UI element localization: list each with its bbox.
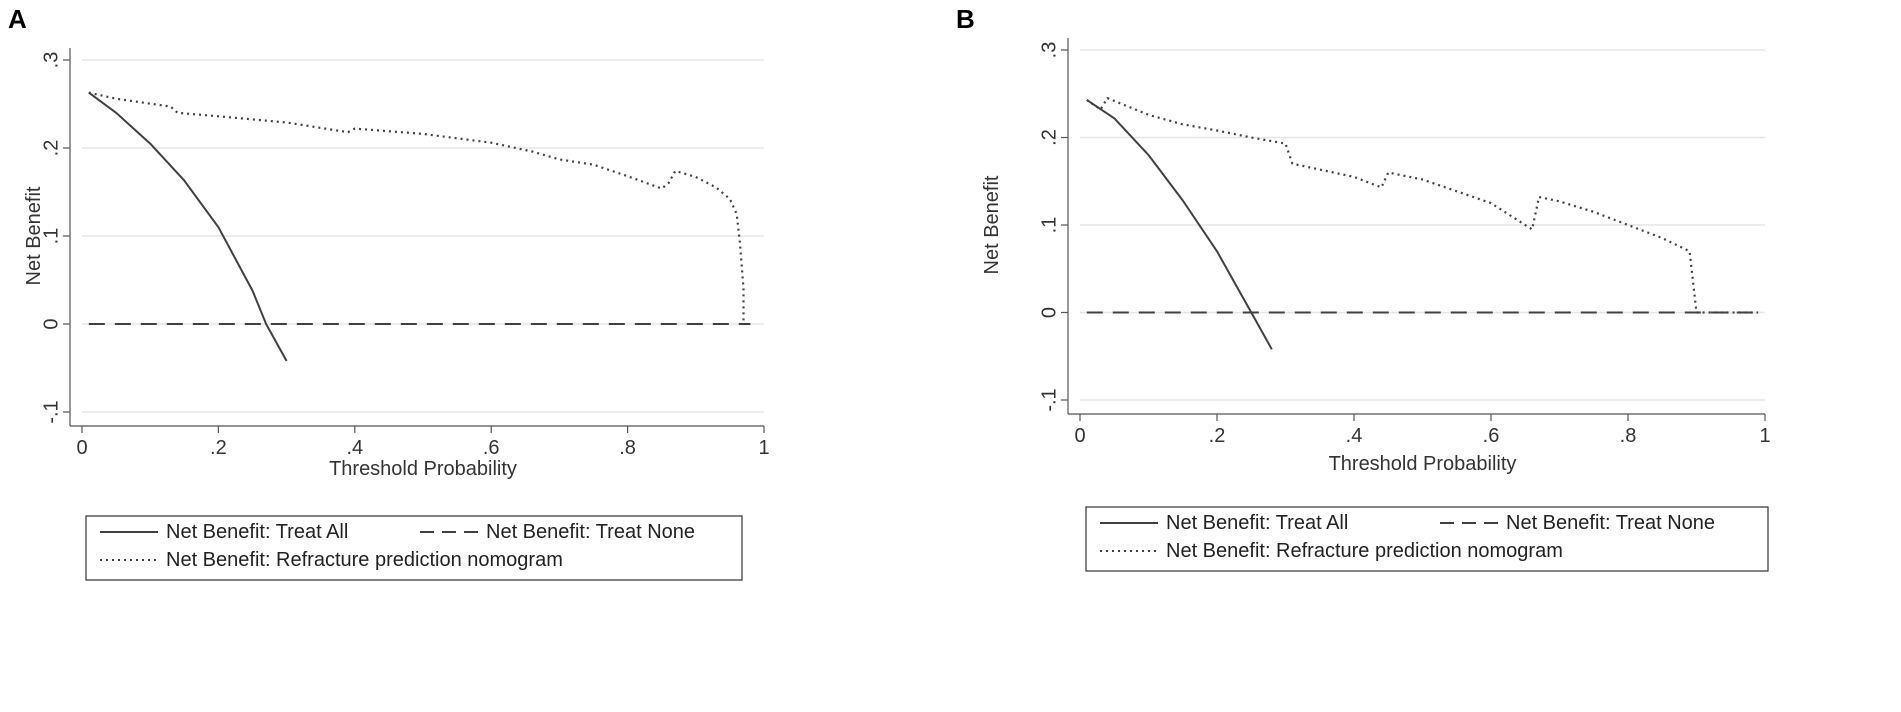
legend-box <box>1085 506 1769 572</box>
x-tick-label: .6 <box>1483 425 1500 447</box>
grid-layer <box>1080 49 1765 401</box>
y-axis-title: Net Benefit <box>981 175 1003 274</box>
y-axis-title: Net Benefit <box>23 186 45 285</box>
y-tick-label: 0 <box>40 318 62 329</box>
panel-letter-b: B <box>956 4 975 34</box>
chart-b-canvas: B 0 .2 .4 .6 .8 1 -.1 0 .1 .2 .3 Threshold Probabi… <box>956 4 1771 572</box>
x-tick-label: .2 <box>1209 425 1226 447</box>
panel-letter-a: A <box>8 4 27 34</box>
grid-layer <box>82 59 764 413</box>
series-line-nomogram <box>1086 96 1759 314</box>
x-tick-label: 1 <box>1759 425 1770 447</box>
y-tick-label: .3 <box>40 52 62 69</box>
x-tick-label: .6 <box>483 437 500 459</box>
series-line-nomogram <box>88 91 745 324</box>
x-tick-label: .4 <box>346 437 363 459</box>
x-axis-title: Threshold Probability <box>329 458 517 480</box>
chart-panel-b: B 0 .2 .4 .6 .8 1 -.1 0 .1 .2 .3 Threshold Probabi… <box>950 0 1901 712</box>
y-tick-label: -.1 <box>1038 388 1060 411</box>
x-tick-label: .8 <box>1620 425 1637 447</box>
legend: Net Benefit: Treat All Net Benefit: Trea… <box>85 515 743 581</box>
y-tick-label: .3 <box>1038 42 1060 59</box>
x-tick-label: 0 <box>76 437 87 459</box>
legend-label-nomogram: Net Benefit: Refracture prediction nomog… <box>166 549 563 571</box>
y-tick-label: .1 <box>1038 217 1060 234</box>
series-layer <box>88 91 751 362</box>
tick-layer: 0 .2 .4 .6 .8 1 -.1 0 .1 .2 .3 <box>40 52 769 459</box>
series-layer <box>1086 96 1759 350</box>
legend-box <box>85 515 743 581</box>
y-tick-label: .2 <box>40 140 62 157</box>
legend-label-treat-all: Net Benefit: Treat All <box>1166 512 1348 534</box>
legend-label-treat-none: Net Benefit: Treat None <box>1506 512 1715 534</box>
legend: Net Benefit: Treat All Net Benefit: Trea… <box>1085 506 1769 572</box>
y-tick-label: -.1 <box>40 400 62 423</box>
x-tick-label: 0 <box>1074 425 1085 447</box>
axis-layer <box>1067 38 1765 415</box>
y-tick-label: .2 <box>1038 129 1060 146</box>
chart-panel-a: A 0 .2 .4 .6 .8 1 -.1 0 .1 .2 .3 Threshold Probabi… <box>0 0 950 712</box>
x-tick-label: .8 <box>619 437 636 459</box>
legend-label-nomogram: Net Benefit: Refracture prediction nomog… <box>1166 540 1563 562</box>
x-axis-title: Threshold Probability <box>1329 453 1517 475</box>
chart-a-canvas: A 0 .2 .4 .6 .8 1 -.1 0 .1 .2 .3 Threshold Probabi… <box>8 4 770 581</box>
x-tick-label: 1 <box>758 437 769 459</box>
series-line-treat-all <box>88 91 288 362</box>
x-tick-label: .4 <box>1346 425 1363 447</box>
axis-layer <box>69 48 764 427</box>
legend-label-treat-none: Net Benefit: Treat None <box>486 521 695 543</box>
tick-layer: 0 .2 .4 .6 .8 1 -.1 0 .1 .2 .3 <box>1038 42 1770 447</box>
y-tick-label: 0 <box>1038 307 1060 318</box>
y-tick-label: .1 <box>40 228 62 245</box>
x-tick-label: .2 <box>210 437 227 459</box>
legend-label-treat-all: Net Benefit: Treat All <box>166 521 348 543</box>
